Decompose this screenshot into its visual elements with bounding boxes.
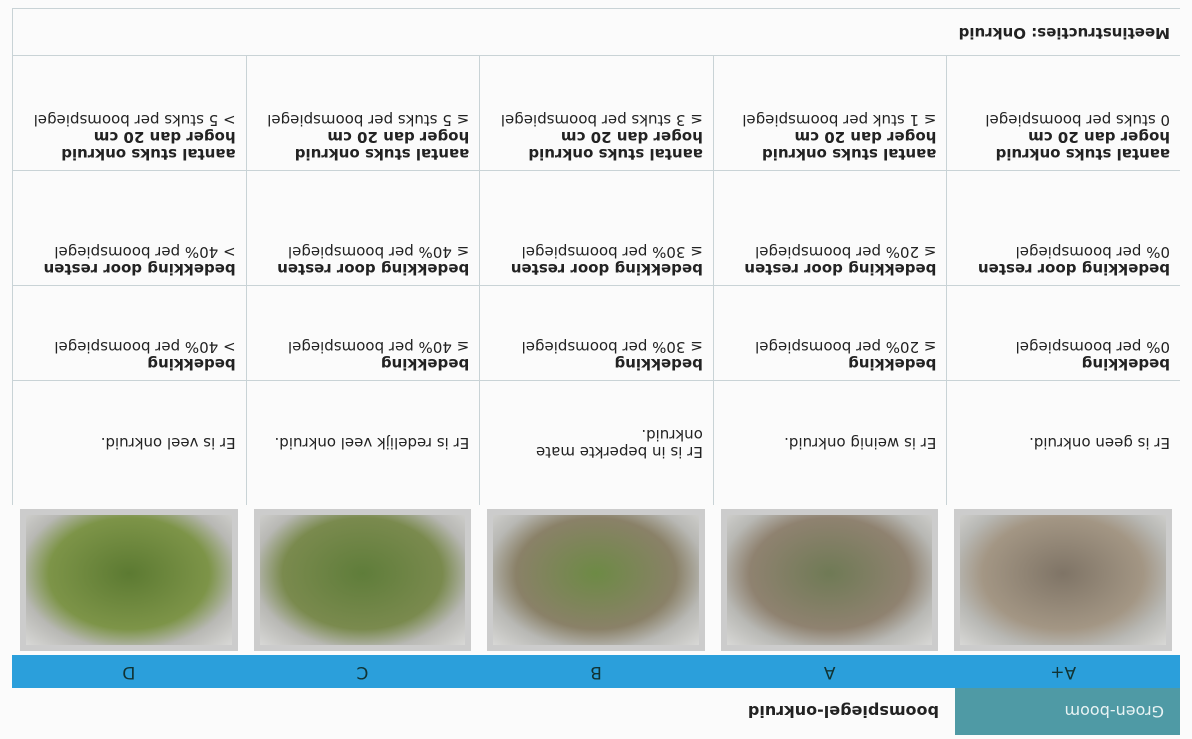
criterion-text: ≤ 40% per boomspiegel	[287, 338, 470, 356]
grade: A	[712, 655, 947, 688]
criterion-text: > 40% per boomspiegel	[54, 243, 236, 261]
criterion-label: aantal stuks onkruid hoger dan 20 cm	[528, 128, 703, 163]
description-text: Er is in beperkte mate onkruid.	[536, 426, 703, 461]
criterion: aantal stuks onkruid hoger dan 20 cm > 5 …	[12, 55, 246, 170]
criterion-text: ≤ 40% per boomspiegel	[287, 243, 470, 261]
criterion-label: aantal stuks onkruid hoger dan 20 cm	[762, 128, 937, 163]
criterion: bedekking door resten > 40% per boomspieg…	[12, 170, 246, 285]
criterion: aantal stuks onkruid hoger dan 20 cm ≤ 3 …	[479, 55, 713, 170]
criterion-label: bedekking	[380, 355, 470, 373]
criterion-label: bedekking	[147, 355, 236, 373]
criterion-text: ≤ 1 stuk per boomspiegel	[742, 111, 937, 129]
criterion-label: aantal stuks onkruid hoger dan 20 cm	[995, 128, 1170, 163]
criterion-text: 0% per boomspiegel	[1015, 243, 1170, 261]
criterion-label: aantal stuks onkruid hoger dan 20 cm	[294, 128, 470, 163]
criterion: bedekking door resten 0% per boomspiegel	[946, 170, 1180, 285]
criterion-text: > 5 stuks per boomspiegel	[33, 111, 236, 129]
criterion-label: bedekking door resten	[510, 260, 703, 278]
photo	[954, 509, 1172, 651]
criterion: bedekking door resten ≤ 30% per boomspieg…	[479, 170, 713, 285]
criterion-text: ≤ 20% per boomspiegel	[755, 338, 937, 356]
criterion-text: ≤ 5 stuks per boomspiegel	[267, 111, 470, 129]
category: Groen-boom	[955, 688, 1180, 735]
criterion-text: ≤ 20% per boomspiegel	[755, 243, 937, 261]
description: Er is geen onkruid.	[946, 380, 1180, 505]
criterion-label: bedekking	[848, 355, 937, 373]
criterion-text: ≤ 3 stuks per boomspiegel	[500, 111, 703, 129]
description: Er is redelijk veel onkruid.	[245, 380, 480, 505]
grade: C	[245, 655, 480, 688]
photo	[487, 509, 705, 651]
criterion: aantal stuks onkruid hoger dan 20 cm ≤ 1 …	[712, 55, 947, 170]
photo	[20, 509, 238, 651]
criterion-label: bedekking door resten	[977, 260, 1170, 278]
description-text: Er is geen onkruid.	[1029, 434, 1170, 453]
title: boomspiegel-onkruid	[747, 702, 939, 721]
criterion: bedekking > 40% per boomspiegel	[12, 285, 246, 380]
description: Er is weinig onkruid.	[712, 380, 947, 505]
criterion-label: bedekking	[614, 355, 703, 373]
criterion: bedekking ≤ 20% per boomspiegel	[712, 285, 947, 380]
criterion: aantal stuks onkruid hoger dan 20 cm ≤ 5 …	[245, 55, 480, 170]
criterion-text: ≤ 30% per boomspiegel	[521, 338, 703, 356]
photo	[720, 509, 939, 651]
criterion: aantal stuks onkruid hoger dan 20 cm 0 st…	[946, 55, 1180, 170]
criterion-label: bedekking	[1081, 355, 1170, 373]
description: Er is veel onkruid.	[12, 380, 246, 505]
description-text: Er is weinig onkruid.	[784, 434, 937, 453]
footer: Meetinstructies: Onkruid	[12, 8, 1180, 55]
criterion: bedekking ≤ 40% per boomspiegel	[245, 285, 480, 380]
criterion-label: bedekking door resten	[43, 260, 236, 278]
criterion: bedekking door resten ≤ 20% per boomspieg…	[712, 170, 947, 285]
description-text: Er is redelijk veel onkruid.	[274, 434, 470, 453]
criterion-text: ≤ 30% per boomspiegel	[521, 243, 703, 261]
description-text: Er is veel onkruid.	[100, 434, 236, 453]
criterion: bedekking ≤ 30% per boomspiegel	[479, 285, 713, 380]
criterion-text: > 40% per boomspiegel	[54, 338, 236, 356]
criterion-label: bedekking door resten	[744, 260, 937, 278]
grade: D	[12, 655, 246, 688]
description: Er is in beperkte mate onkruid.	[479, 380, 713, 505]
criterion-text: 0% per boomspiegel	[1015, 338, 1170, 356]
criterion-text: 0 stuks per boomspiegel	[985, 111, 1170, 129]
criterion-label: aantal stuks onkruid hoger dan 20 cm	[61, 128, 236, 163]
photo	[253, 509, 472, 651]
grade: B	[479, 655, 713, 688]
criterion-label: bedekking door resten	[277, 260, 470, 278]
criterion: bedekking 0% per boomspiegel	[946, 285, 1180, 380]
criterion: bedekking door resten ≤ 40% per boomspieg…	[245, 170, 480, 285]
grade: A+	[946, 655, 1180, 688]
